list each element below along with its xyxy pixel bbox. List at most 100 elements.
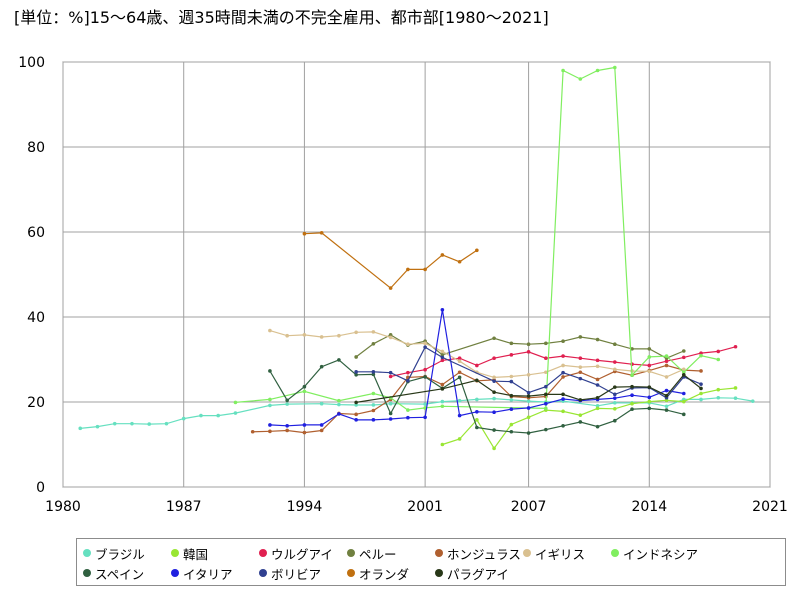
data-point [492,396,496,401]
data-point [699,369,703,373]
data-point [354,330,358,335]
data-point [561,363,565,368]
data-point [440,358,445,363]
data-point [440,382,445,387]
data-point [440,307,445,312]
legend-item: ペルー [347,543,435,563]
data-point [354,418,358,422]
data-point [440,349,445,354]
data-point [699,391,703,396]
data-point [664,359,669,364]
data-point [681,370,686,375]
data-point [613,396,617,400]
data-point [285,402,289,406]
x-tick-label: 2014 [631,499,667,515]
data-point [630,393,634,398]
data-point [112,421,117,426]
data-point [457,437,462,441]
data-point [371,391,376,396]
data-point [595,68,600,73]
data-point [440,387,445,391]
data-point [457,413,462,418]
data-point [595,395,600,400]
data-point [561,392,565,397]
data-point [216,413,220,418]
data-point [492,336,496,341]
legend-marker [83,569,91,577]
data-point [595,383,600,387]
data-point [423,367,427,372]
data-point [613,342,617,347]
data-point [388,401,393,406]
data-point [95,424,100,429]
legend-item: スペイン [83,563,171,583]
data-point [268,423,272,427]
data-point [371,408,376,413]
data-point [509,393,514,398]
data-point [595,424,600,429]
data-point [475,363,479,368]
data-point [233,400,238,405]
data-point [371,372,376,377]
data-point [647,395,652,400]
data-point [319,423,324,427]
data-point [613,360,617,364]
data-point [595,377,600,382]
data-point [406,370,410,375]
data-point [457,359,462,364]
data-point [526,342,531,347]
data-point [302,333,307,337]
x-tick-label: 1980 [45,499,81,515]
y-tick-label: 40 [27,310,45,326]
data-point [613,392,617,397]
data-point [544,356,548,361]
data-point [475,425,479,430]
data-point [681,367,686,372]
legend-item: ウルグアイ [259,543,347,563]
data-point [302,430,307,435]
data-point [354,403,358,407]
data-point [337,398,341,403]
data-point [647,399,652,404]
series-line-11 [356,373,702,403]
data-point [733,386,738,390]
data-point [319,364,324,369]
data-point [457,356,462,361]
series-line-0 [80,397,753,429]
data-point [423,345,427,349]
data-point [319,401,324,406]
data-point [578,335,583,339]
data-point [492,375,496,380]
data-point [526,415,531,420]
data-point [268,328,272,333]
data-point [440,355,445,360]
legend-item: ホンジュラス [435,543,523,563]
data-point [440,399,445,404]
data-point [681,391,686,396]
legend-label: ボリビア [271,566,322,582]
data-point [630,384,634,389]
data-point [681,349,686,353]
data-point [595,406,600,411]
legend-item: インドネシア [611,543,699,563]
legend-label: ペルー [359,546,397,562]
data-point [595,358,600,363]
data-point [664,375,669,379]
data-point [457,398,462,403]
series-line-10 [304,232,478,289]
data-point [681,399,686,404]
legend-marker [259,549,267,557]
data-point [595,337,600,342]
data-point [475,397,479,402]
data-point [388,417,393,421]
data-point [268,429,272,434]
data-point [250,429,255,434]
data-point [285,428,289,433]
data-point [354,400,358,405]
legend-item: ボリビア [259,563,347,583]
data-point [371,330,376,334]
data-point [492,446,496,451]
legend-marker [259,569,267,577]
data-point [388,374,393,379]
data-point [716,349,721,354]
